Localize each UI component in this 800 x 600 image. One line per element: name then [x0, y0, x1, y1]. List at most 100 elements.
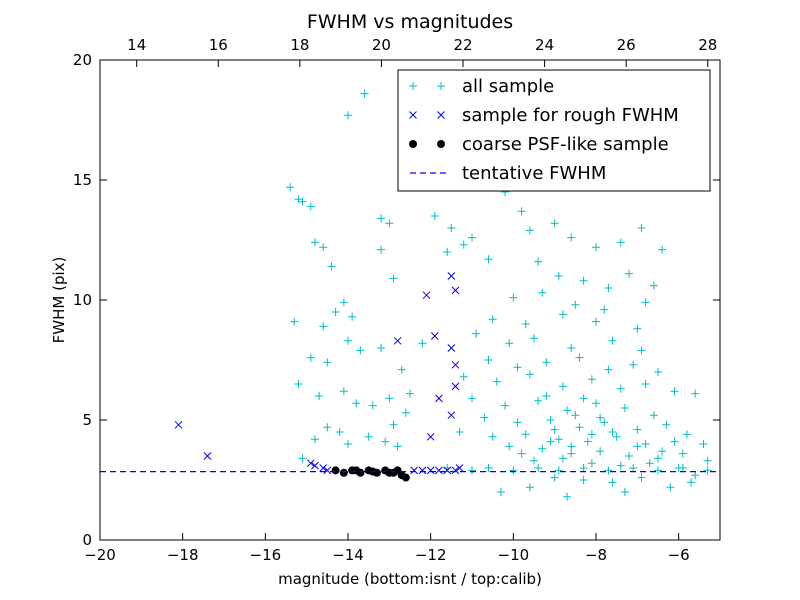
data-point [513, 363, 522, 372]
data-point [649, 281, 658, 290]
data-point [666, 483, 675, 492]
data-point [418, 466, 427, 475]
top-x-tick-label: 14 [127, 36, 146, 54]
data-point [633, 425, 642, 434]
legend-marker [437, 140, 445, 148]
data-point [472, 329, 481, 338]
data-point [678, 464, 687, 472]
data-point [670, 387, 679, 396]
data-point [699, 440, 708, 448]
data-point [608, 478, 617, 487]
data-point [410, 466, 418, 475]
data-point [451, 286, 460, 295]
legend-marker [409, 140, 417, 148]
data-point [389, 274, 398, 283]
data-point [306, 353, 315, 362]
data-point [480, 413, 489, 422]
data-point [604, 466, 613, 475]
data-point [654, 466, 662, 475]
x-tick-label: −18 [167, 546, 199, 564]
top-x-tick-label: 16 [209, 36, 228, 54]
data-point [678, 449, 687, 458]
data-point [401, 473, 410, 482]
top-x-tick-label: 24 [535, 36, 554, 54]
x-tick-label: −12 [415, 546, 447, 564]
data-point [435, 466, 443, 475]
x-axis-label: magnitude (bottom:isnt / top:calib) [278, 570, 542, 588]
data-point [703, 456, 712, 465]
legend-marker [409, 111, 417, 119]
data-point [294, 380, 303, 388]
data-point [290, 317, 299, 326]
data-point [658, 447, 667, 456]
legend-marker [437, 111, 445, 119]
data-point [459, 240, 468, 249]
data-point [616, 461, 625, 470]
data-point [174, 420, 183, 429]
data-point [612, 432, 621, 441]
data-point [203, 452, 212, 460]
data-point [550, 219, 559, 228]
data-point [484, 255, 493, 264]
legend-entry: all sample [409, 76, 554, 97]
top-x-tick-label: 22 [453, 36, 472, 54]
data-point [542, 358, 551, 367]
data-point [385, 468, 394, 477]
x-tick-label: −6 [668, 546, 690, 564]
data-point [513, 418, 522, 427]
data-point [339, 468, 348, 477]
y-tick-label: 20 [73, 51, 92, 69]
data-point [641, 380, 650, 388]
data-point [596, 413, 605, 422]
data-point [319, 243, 328, 252]
chart-title: FWHM vs magnitudes [307, 11, 513, 33]
data-point [687, 478, 696, 487]
data-point [517, 449, 526, 458]
data-point [604, 284, 613, 292]
top-x-tick-label: 20 [372, 36, 391, 54]
x-tick-label: −20 [84, 546, 116, 564]
data-point [592, 317, 600, 326]
data-point [426, 432, 435, 441]
data-point [393, 466, 402, 475]
data-point [608, 336, 617, 345]
data-point [335, 428, 344, 436]
legend-label: sample for rough FWHM [462, 105, 679, 126]
data-point [492, 377, 501, 386]
data-point [691, 471, 700, 480]
data-point [534, 464, 543, 472]
data-point [496, 488, 505, 496]
data-point [397, 365, 406, 374]
legend-entry: sample for rough FWHM [409, 105, 679, 126]
data-point [393, 336, 402, 345]
data-point [521, 320, 530, 328]
data-point [344, 440, 352, 448]
data-point [579, 394, 588, 403]
data-point [654, 368, 662, 376]
data-point [550, 473, 559, 482]
data-point [571, 300, 580, 309]
data-point [339, 298, 348, 307]
data-point [538, 288, 547, 297]
data-point [430, 212, 439, 220]
data-point [682, 430, 691, 439]
data-point [579, 464, 588, 472]
data-point [517, 207, 526, 216]
data-point [352, 466, 361, 475]
data-point [385, 394, 394, 403]
data-point [443, 466, 452, 475]
data-point [567, 344, 576, 352]
data-point [571, 411, 580, 420]
data-point [505, 339, 514, 348]
data-point [356, 346, 365, 355]
data-point [563, 406, 572, 415]
data-point [286, 183, 295, 192]
legend-label: coarse PSF-like sample [462, 134, 669, 155]
data-point [703, 466, 712, 475]
data-point [426, 466, 435, 475]
data-point [368, 401, 377, 410]
data-point [505, 442, 514, 451]
data-point [575, 353, 584, 362]
data-point [554, 466, 563, 475]
data-point [381, 437, 390, 446]
